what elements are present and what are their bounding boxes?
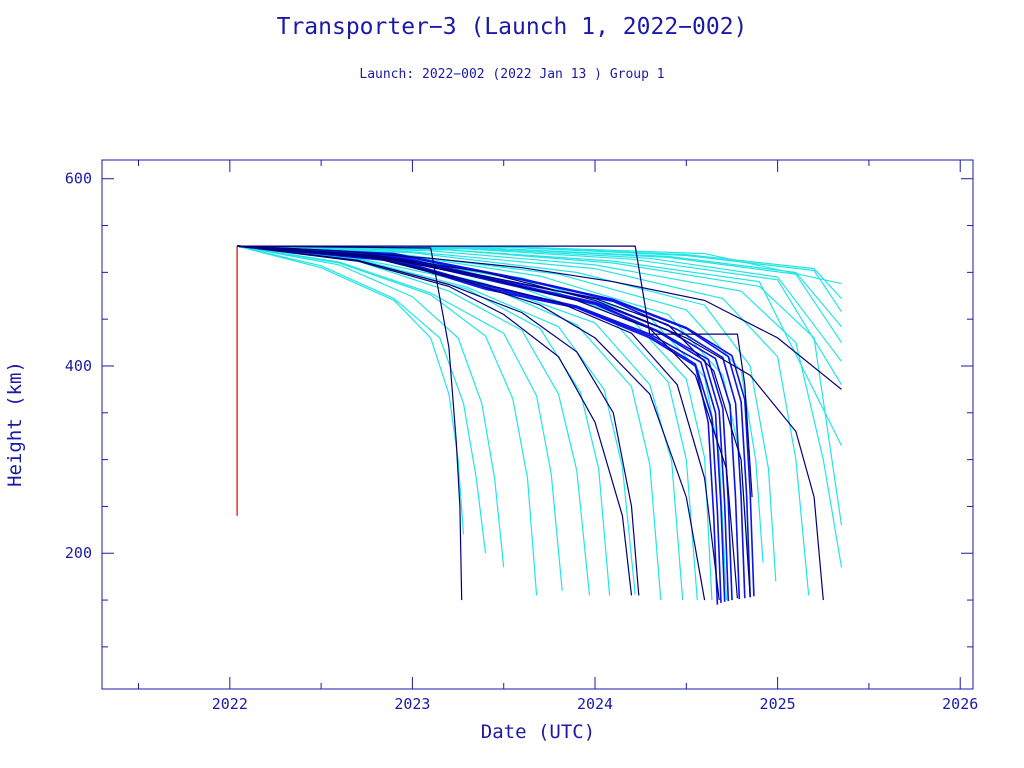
y-axis-title: Height (km) — [4, 361, 26, 487]
series-line-40 — [237, 245, 843, 446]
series-line-22 — [236, 245, 487, 554]
chart-subtitle: Launch: 2022−002 (2022 Jan 13 ) Group 1 — [359, 67, 665, 82]
series-line-8 — [237, 245, 706, 601]
series-line-37 — [237, 245, 810, 596]
series-line-25 — [237, 245, 563, 591]
x-tick-label: 2023 — [394, 695, 430, 713]
series-line-10 — [237, 245, 738, 599]
y-tick-label: 400 — [65, 357, 92, 375]
x-axis-title: Date (UTC) — [481, 721, 595, 743]
series-line-36 — [237, 245, 777, 582]
series-line-7 — [237, 245, 640, 596]
series-line-5 — [237, 245, 824, 601]
series-line-6 — [237, 245, 633, 596]
series-line-24 — [237, 245, 538, 596]
x-tick-label: 2026 — [942, 695, 978, 713]
series-line-2 — [237, 245, 463, 601]
series-line-14 — [237, 245, 726, 602]
series-line-18 — [237, 245, 746, 599]
series-line-12 — [237, 245, 719, 605]
y-tick-label: 200 — [65, 544, 92, 562]
y-tick-label: 600 — [65, 170, 92, 188]
x-tick-label: 2022 — [212, 695, 248, 713]
series-line-11 — [237, 245, 751, 598]
series-line-4 — [237, 245, 842, 390]
series-line-9 — [237, 245, 720, 601]
series-line-28 — [237, 245, 636, 595]
series-line-15 — [237, 245, 730, 602]
plot-frame — [101, 159, 974, 690]
series-line-33 — [237, 245, 728, 601]
series-line-27 — [237, 245, 611, 596]
series-line-35 — [237, 245, 764, 563]
x-tick-label: 2025 — [760, 695, 796, 713]
series-line-21 — [236, 245, 465, 535]
x-tick-label: 2024 — [577, 695, 613, 713]
series-line-1 — [237, 245, 753, 498]
series-line-34 — [237, 245, 751, 591]
series-line-23 — [236, 245, 505, 568]
chart-title: Transporter−3 (Launch 1, 2022−002) — [276, 14, 748, 40]
tick-layer: 2022 2023 2024 2025 2026 200 400 600 — [65, 160, 978, 713]
series-line-20 — [237, 245, 755, 597]
series-layer — [236, 245, 843, 605]
